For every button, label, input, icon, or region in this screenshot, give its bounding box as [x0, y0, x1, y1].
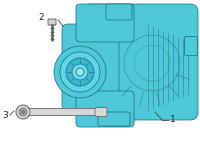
- Circle shape: [21, 110, 25, 114]
- FancyBboxPatch shape: [95, 107, 107, 117]
- FancyBboxPatch shape: [76, 91, 134, 127]
- Text: 3: 3: [2, 112, 8, 121]
- Circle shape: [60, 52, 100, 92]
- FancyBboxPatch shape: [106, 4, 132, 20]
- FancyBboxPatch shape: [98, 112, 130, 126]
- Circle shape: [16, 105, 30, 119]
- FancyBboxPatch shape: [184, 36, 198, 56]
- FancyBboxPatch shape: [23, 108, 100, 116]
- Circle shape: [72, 64, 88, 80]
- FancyBboxPatch shape: [48, 19, 56, 25]
- Circle shape: [66, 58, 94, 86]
- FancyBboxPatch shape: [62, 24, 119, 111]
- Text: 2: 2: [38, 12, 44, 21]
- Circle shape: [19, 108, 27, 116]
- Text: 1: 1: [170, 116, 176, 125]
- FancyBboxPatch shape: [76, 4, 134, 42]
- Circle shape: [54, 46, 106, 98]
- Circle shape: [76, 68, 84, 76]
- FancyBboxPatch shape: [82, 4, 198, 120]
